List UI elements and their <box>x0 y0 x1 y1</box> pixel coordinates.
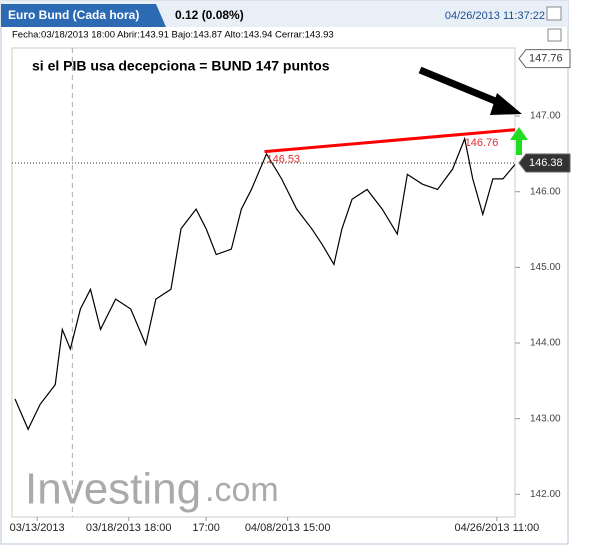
peak-label: 146.53 <box>267 154 301 166</box>
timestamp: 04/26/2013 11:37:22 <box>445 10 545 22</box>
green-arrow <box>510 127 528 155</box>
black-arrow-head <box>490 93 522 115</box>
trendline <box>264 128 516 154</box>
change: 0.12 (0.08%) <box>175 8 244 22</box>
y-tick-label: 145.00 <box>530 262 561 273</box>
black-arrow <box>418 66 507 109</box>
logo-suffix: .com <box>205 471 279 509</box>
x-tick-label: 03/18/2013 18:00 <box>86 522 172 534</box>
y-tick-label: 143.00 <box>530 413 561 424</box>
price-box-label: 147.76 <box>529 52 563 64</box>
title-tab <box>1 4 166 27</box>
close-button[interactable] <box>546 6 562 21</box>
y-tick-label: 142.00 <box>530 489 561 500</box>
x-tick-label: 17:00 <box>192 522 220 534</box>
logo: Investing <box>25 465 201 514</box>
price-box <box>518 49 571 69</box>
price-line <box>14 136 516 431</box>
y-tick-label: 147.00 <box>530 111 561 122</box>
frame <box>0 0 569 545</box>
x-tick-label: 04/26/2013 11:00 <box>454 522 539 534</box>
x-tick-label: 04/08/2013 15:00 <box>245 522 331 534</box>
price-box <box>518 153 571 173</box>
price-box-label: 146.38 <box>529 157 563 169</box>
y-tick-label: 146.00 <box>530 186 561 197</box>
y-tick-label: 144.00 <box>530 338 561 349</box>
title: Euro Bund (Cada hora) <box>8 8 139 22</box>
peak-label: 146.76 <box>465 137 499 149</box>
annotation: si el PIB usa decepciona = BUND 147 punt… <box>32 58 330 74</box>
info: Fecha:03/18/2013 18:00 Abrir:143.91 Bajo… <box>12 30 334 41</box>
x-tick-label: 03/13/2013 <box>10 522 65 534</box>
plot-area <box>11 47 516 518</box>
minimize-button[interactable] <box>547 28 562 42</box>
